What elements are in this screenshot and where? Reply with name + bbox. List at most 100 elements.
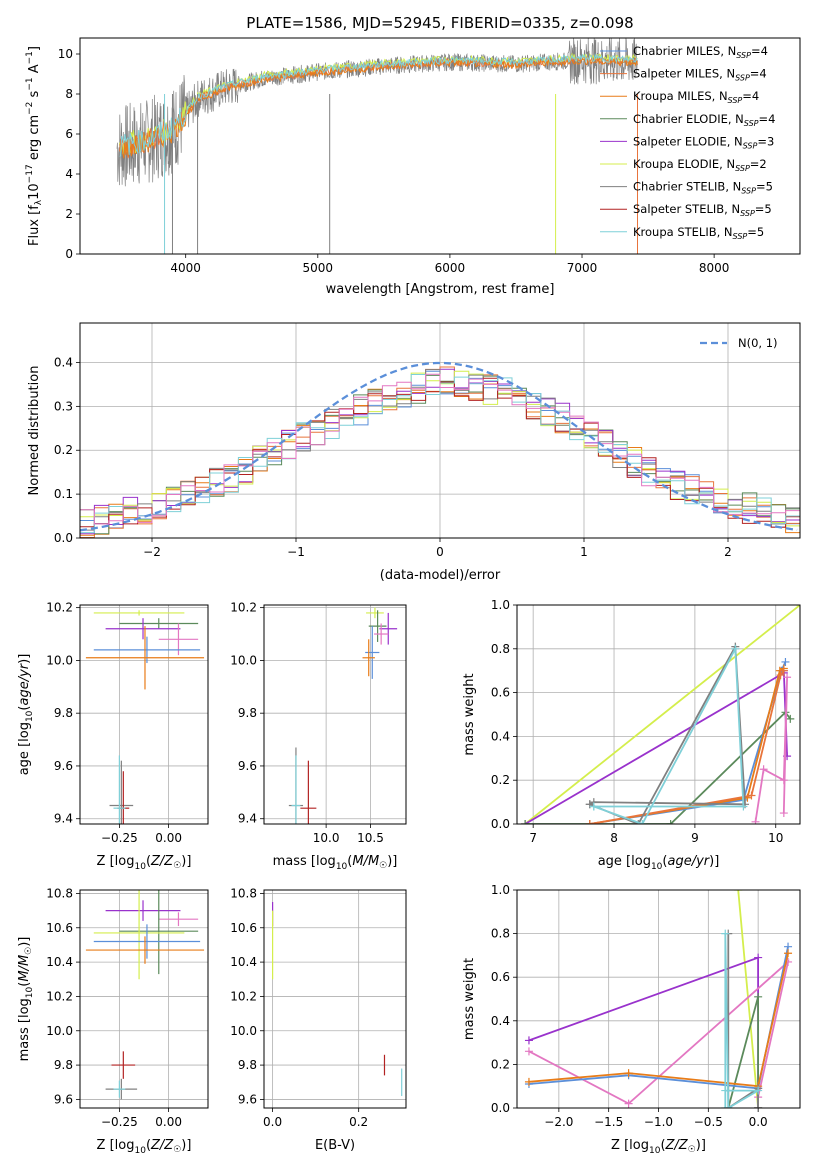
age_vs_mass-frame xyxy=(263,604,407,825)
residuals-normal-curve xyxy=(80,361,798,532)
mass_vs_Z-ytick-label-6: 10.8 xyxy=(46,886,73,900)
mass_weight_vs_Z-xtick-label-4: 0.0 xyxy=(749,1115,768,1129)
mass_weight_vs_Z-series-marker-1-0 xyxy=(524,1036,533,1045)
mass_vs_Z-xtick-label-1: 0.00 xyxy=(155,1115,182,1129)
spectrum-xlabel: wavelength [Angstrom, rest frame] xyxy=(326,282,555,297)
mass_weight_vs_age-series-marker-6-2 xyxy=(776,671,785,680)
mass_weight_vs_age-series-line-2 xyxy=(525,710,792,824)
spectrum-legend-label-4: Salpeter ELODIE, NSSP=3 xyxy=(633,134,774,150)
residuals-xtick-label-3: 1 xyxy=(580,545,588,559)
spectrum-legend-label-1: Salpeter MILES, NSSP=4 xyxy=(633,67,767,83)
spectrum-ytick-label-5: 10 xyxy=(58,47,73,61)
mass_weight_vs_Z-series-marker-1-1 xyxy=(754,953,763,962)
mass_weight_vs_Z-series-marker-7-0 xyxy=(721,1104,730,1108)
residuals-ytick-label-3: 0.3 xyxy=(54,399,73,413)
spectrum-legend-label-3: Chabrier ELODIE, NSSP=4 xyxy=(633,112,775,128)
mass_vs_ebv-xtick-label-1: 0.2 xyxy=(349,1115,368,1129)
spectrum-xtick-label-4: 8000 xyxy=(699,261,730,275)
age_vs_Z-xlabel: Z [log10(Z/Z☉)] xyxy=(97,854,192,872)
mass_weight_vs_age-series-marker-8-3 xyxy=(739,802,748,811)
mass_weight_vs_Z-xtick-label-0: −2.0 xyxy=(544,1115,573,1129)
mass_vs_ebv-ytick-label-2: 10.0 xyxy=(230,1024,257,1038)
mass_weight_vs_Z-ytick-label-3: 0.6 xyxy=(491,970,510,984)
spectrum-plot xyxy=(116,38,639,254)
mass_weight_vs_Z-series-marker-3-0 xyxy=(524,1047,533,1056)
mass_weight_vs_age-ytick-label-3: 0.6 xyxy=(491,686,510,700)
mass_vs_Z-plot xyxy=(85,890,205,1100)
mass_weight_vs_Z-xtick-label-2: −1.0 xyxy=(644,1115,673,1129)
mass_weight_vs_age-series-marker-3-1 xyxy=(759,765,768,774)
mass_weight_vs_Z-series-marker-7-4 xyxy=(721,1086,730,1095)
mass_vs_Z-axes: −0.25 0.00 9.6 9.8 10.0 10.2 10.4 10.6 10.8 xyxy=(46,886,208,1129)
residuals-xtick-label-1: −1 xyxy=(287,545,305,559)
mass_vs_Z-ylabel: mass [log10(M/M☉)] xyxy=(17,937,35,1062)
residuals-ylabel: Normed distribution xyxy=(27,366,42,496)
mass_vs_Z-frame xyxy=(79,889,209,1109)
spectrum-legend-label-5: Kroupa ELODIE, NSSP=2 xyxy=(633,157,767,173)
age_vs_mass-ytick-label-0: 9.4 xyxy=(238,812,257,826)
residuals-ytick-label-0: 0.0 xyxy=(54,531,73,545)
mass_weight_vs_age-ytick-label-0: 0.0 xyxy=(491,817,510,831)
mass_weight_vs_age-ytick-label-4: 0.8 xyxy=(491,642,510,656)
mass_weight_vs_Z-xtick-label-3: −0.5 xyxy=(694,1115,723,1129)
mass_vs_Z-ytick-label-3: 10.2 xyxy=(46,989,73,1003)
age_vs_mass-xtick-label-1: 10.5 xyxy=(357,831,384,845)
mass_vs_ebv-xtick-label-0: 0.0 xyxy=(263,1115,282,1129)
mass_weight_vs_age-plot xyxy=(521,605,800,824)
residuals-plot xyxy=(80,361,800,538)
mass_vs_Z-ytick-label-4: 10.4 xyxy=(46,955,73,969)
residuals-legend: N(0, 1) xyxy=(700,336,778,350)
spectrum-legend-label-8: Kroupa STELIB, NSSP=5 xyxy=(633,225,764,241)
mass_vs_Z-xtick-label-0: −0.25 xyxy=(101,1115,138,1129)
mass_weight_vs_age-series-marker-8-4 xyxy=(589,802,598,811)
mass_vs_ebv-plot xyxy=(272,902,403,1096)
age_vs_Z-xtick-label-0: −0.25 xyxy=(101,831,138,845)
mass_vs_ebv-ytick-label-3: 10.2 xyxy=(230,989,257,1003)
mass_weight_vs_Z-series-marker-6-3 xyxy=(754,1104,763,1108)
mass_weight_vs_age-ytick-label-1: 0.2 xyxy=(491,773,510,787)
figure-title: PLATE=1586, MJD=52945, FIBERID=0335, z=0… xyxy=(246,14,633,32)
age_vs_Z-xtick-label-1: 0.00 xyxy=(155,831,182,845)
mass_weight_vs_Z-series-marker-7-1 xyxy=(721,929,730,938)
mass_weight_vs_age-series-marker-2-0 xyxy=(521,820,530,824)
mass_vs_ebv-ytick-label-6: 10.8 xyxy=(230,886,257,900)
mass_weight_vs_Z-frame xyxy=(516,889,801,1109)
mass_weight_vs_age-series-marker-3-2 xyxy=(779,776,788,785)
spectrum-ytick-label-0: 0 xyxy=(65,247,73,261)
age_vs_mass-plot xyxy=(288,607,398,824)
spectrum-xtick-label-3: 7000 xyxy=(567,261,598,275)
age_vs_Z-ylabel: age [log10(age/yr)] xyxy=(17,654,35,776)
residuals-hist-kroupa_stelib xyxy=(80,374,800,534)
residuals-xtick-label-0: −2 xyxy=(143,545,161,559)
age_vs_Z-ytick-label-3: 10.0 xyxy=(46,653,73,667)
age_vs_mass-ytick-label-2: 9.8 xyxy=(238,706,257,720)
age_vs_mass-xlabel: mass [log10(M/M☉)] xyxy=(273,854,398,872)
residuals-hist-salpeter_miles xyxy=(80,366,800,538)
mass_weight_vs_age-ylabel: mass weight xyxy=(462,673,477,755)
residuals-ytick-label-1: 0.1 xyxy=(54,487,73,501)
age_vs_Z-plot xyxy=(85,610,205,824)
mass_weight_vs_Z-plot xyxy=(524,890,793,1108)
mass_weight_vs_age-series-marker-8-1 xyxy=(638,820,647,824)
mass_weight_vs_Z-series-marker-3-1 xyxy=(624,1099,633,1108)
mass_weight_vs_Z-ylabel: mass weight xyxy=(462,958,477,1040)
mass_weight_vs_age-series-line-5 xyxy=(589,667,785,824)
mass_vs_ebv-ytick-label-5: 10.6 xyxy=(230,921,257,935)
residuals-xtick-label-2: 0 xyxy=(436,545,444,559)
age_vs_Z-ytick-label-0: 9.4 xyxy=(54,812,73,826)
mass_vs_Z-ytick-label-2: 10.0 xyxy=(46,1024,73,1038)
mass_weight_vs_age-ytick-label-2: 0.4 xyxy=(491,729,510,743)
mass_weight_vs_Z-series-marker-7-2 xyxy=(724,1104,733,1108)
age_vs_Z-ytick-label-1: 9.6 xyxy=(54,759,73,773)
mass_vs_ebv-axes: 0.0 0.2 9.6 9.8 10.0 10.2 10.4 10.6 10.8 xyxy=(230,886,406,1129)
spectrum-axes: 4000 5000 6000 7000 8000 0 2 4 6 8 10 xyxy=(58,47,730,275)
mass_weight_vs_age-xtick-label-1: 8 xyxy=(610,831,618,845)
mass_weight_vs_age-series-marker-4-3 xyxy=(781,657,790,666)
mass_vs_ebv-ytick-label-4: 10.4 xyxy=(230,955,257,969)
residuals-legend-label: N(0, 1) xyxy=(738,336,778,350)
age_vs_mass-ytick-label-1: 9.6 xyxy=(238,759,257,773)
mass_weight_vs_Z-series-line-7 xyxy=(724,933,762,1108)
spectrum-xtick-label-0: 4000 xyxy=(170,261,201,275)
mass_weight_vs_Z-series-marker-2-1 xyxy=(754,992,763,1001)
